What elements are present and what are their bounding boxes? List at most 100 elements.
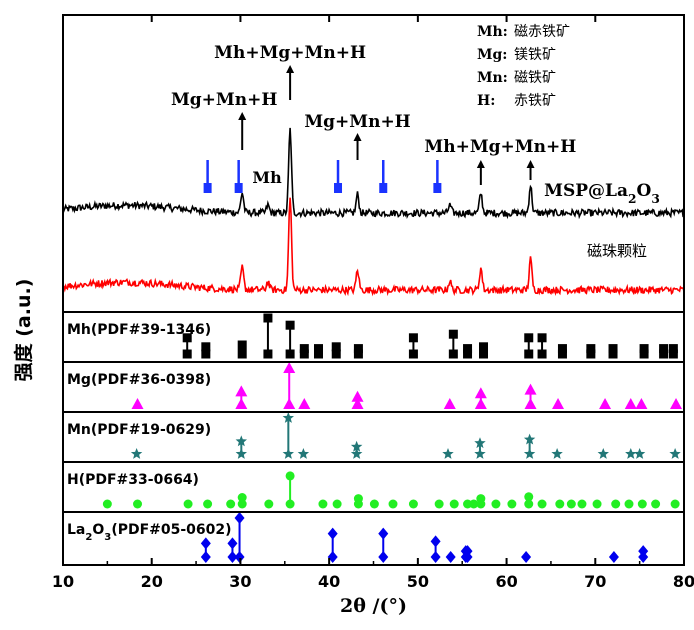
ref-peak-marker: [201, 342, 211, 352]
ref-base-marker: [443, 398, 456, 409]
ref-base-marker: [133, 499, 143, 509]
ref-peak-marker: [299, 344, 309, 354]
ref-base-marker: [235, 398, 248, 409]
ref-base-marker: [285, 499, 295, 509]
ref-base-marker: [557, 349, 567, 359]
ref-peak-marker: [237, 340, 247, 350]
ref-base-marker: [611, 499, 621, 509]
plot-frame: [62, 14, 685, 566]
ref-base-marker: [507, 499, 517, 509]
ref-peak-marker: [430, 535, 441, 548]
arrow-peak-63-head: [526, 160, 535, 168]
ref-peak-marker: [282, 412, 294, 423]
ref-base-marker: [651, 499, 661, 509]
ref-peak-marker: [463, 344, 473, 354]
legend-name-3: 赤铁矿: [514, 93, 556, 109]
ref-base-marker: [285, 349, 295, 359]
formula-part: O: [637, 181, 652, 201]
ref-base-marker: [408, 349, 418, 359]
x-tick-label: 20: [141, 572, 163, 591]
ref-base-marker: [639, 349, 649, 359]
ref-base-marker: [524, 499, 534, 509]
ref-base-marker: [201, 349, 211, 359]
subscript: 2: [628, 192, 637, 206]
ref-base-marker: [332, 499, 342, 509]
ref-base-marker: [566, 499, 576, 509]
ref-peak-marker: [608, 344, 618, 354]
ref-base-marker: [445, 551, 456, 563]
subscript: 3: [651, 192, 660, 206]
ref-peak-marker: [235, 435, 247, 447]
ref-peak-marker: [524, 492, 534, 502]
ref-base-marker: [182, 349, 192, 359]
ref-label-1: Mg(PDF#36-0398): [67, 372, 211, 388]
ref-base-marker: [479, 349, 489, 359]
ref-base-marker: [282, 448, 294, 459]
ref-base-marker: [327, 551, 338, 563]
ref-base-marker: [351, 398, 364, 409]
arrow-peak-43-head: [353, 133, 362, 141]
x-tick-label: 60: [495, 572, 517, 591]
ref-peak-marker: [351, 390, 364, 402]
legend-abbrev-3: H:: [477, 93, 495, 109]
ref-base-marker: [430, 551, 441, 563]
ref-peak-marker: [313, 344, 323, 354]
series-label-1: 磁珠颗粒: [587, 242, 647, 260]
ref-base-marker: [331, 349, 341, 359]
ref-base-marker: [226, 499, 236, 509]
ref-base-marker: [264, 499, 274, 509]
subscript: 3: [104, 532, 111, 543]
ref-base-marker: [592, 499, 602, 509]
ref-peak-marker: [350, 440, 363, 452]
x-tick-label: 80: [673, 572, 694, 591]
ref-base-marker: [659, 349, 669, 359]
x-tick-label: 10: [52, 572, 74, 591]
ref-base-marker: [353, 349, 363, 359]
ref-peak-marker: [537, 333, 547, 343]
y-axis-label: 强度 (a.u.): [12, 279, 35, 382]
ref-peak-marker: [659, 344, 669, 354]
reference-patterns: [102, 313, 683, 563]
ref-peak-marker: [285, 320, 295, 330]
ref-base-marker: [633, 448, 646, 459]
chart-text: Mh(PDF#39-1346) Mg(PDF#36-0398) Mn(PDF#19-…: [12, 24, 694, 617]
annotation-peak-57: Mh+Mg+Mn+H: [424, 137, 576, 157]
ref-peak-marker: [408, 333, 418, 343]
ref-peak-marker: [474, 437, 486, 449]
ref-peak-marker: [327, 527, 338, 540]
ref-peak-marker: [586, 344, 596, 354]
legend-abbrev-2: Mn:: [477, 70, 508, 86]
legend-name-1: 镁铁矿: [514, 47, 556, 63]
formula-part: (PDF#05-0602): [111, 522, 231, 538]
ref-base-marker: [637, 499, 647, 509]
la2o3-marker-square: [433, 183, 442, 193]
ref-peak-marker: [557, 344, 567, 354]
ref-base-marker: [635, 398, 648, 409]
formula-part: O: [92, 522, 104, 538]
ref-base-marker: [524, 349, 534, 359]
ref-base-marker: [237, 499, 247, 509]
ref-base-marker: [670, 499, 680, 509]
ref-base-marker: [463, 349, 473, 359]
ref-label-0: Mh(PDF#39-1346): [67, 322, 211, 338]
ref-base-marker: [442, 448, 454, 459]
ref-base-marker: [491, 499, 501, 509]
ref-peak-marker: [524, 333, 534, 343]
ref-peak-marker: [353, 344, 363, 354]
la2o3-marker-square: [234, 183, 243, 193]
ref-base-marker: [318, 499, 328, 509]
ref-base-marker: [474, 448, 486, 459]
legend-abbrev-1: Mg:: [477, 47, 507, 63]
ref-base-marker: [378, 551, 389, 563]
ref-base-marker: [283, 398, 296, 409]
ref-base-marker: [597, 448, 609, 459]
ref-peak-marker: [524, 383, 537, 395]
ref-base-marker: [608, 349, 618, 359]
x-tick-label: 30: [229, 572, 251, 591]
ref-base-marker: [523, 448, 536, 459]
ref-base-marker: [474, 398, 487, 409]
ref-label-3: H(PDF#33-0664): [67, 472, 199, 488]
la2o3-marker-square: [203, 183, 212, 193]
arrow-peak-57-head: [476, 160, 485, 168]
